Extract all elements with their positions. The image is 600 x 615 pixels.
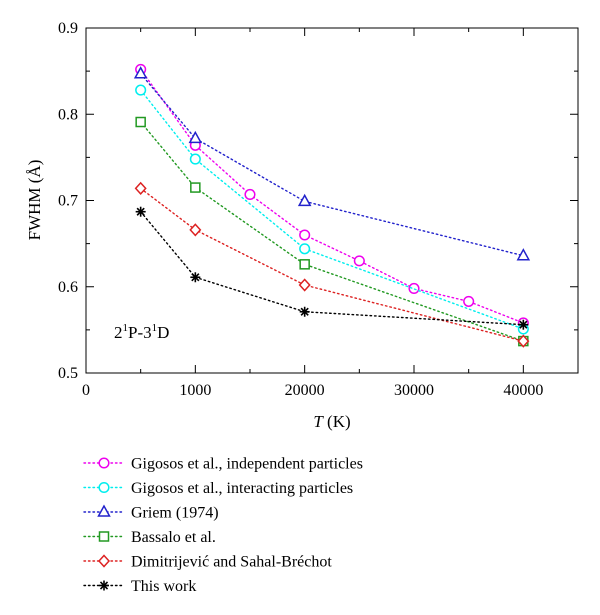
data-point [299,243,311,255]
data-point [517,334,530,348]
series-3 [133,66,531,261]
legend-label: Dimitrijević and Sahal-Bréchot [131,554,332,571]
legend-marker [97,554,111,568]
y-axis-title: FWHM (Å) [25,160,44,241]
series-line [139,211,525,326]
data-point [135,206,146,217]
y-tick-label: 0.8 [58,106,78,123]
data-point [134,181,147,196]
x-tick-label: 1000 [179,382,211,399]
legend: Gigosos et al., independent particles Gig… [83,456,363,595]
data-point [297,193,312,207]
series-line [139,89,525,330]
data-point [298,278,311,292]
x-tick-label: 30000 [394,382,434,399]
data-point [299,229,311,241]
data-point [189,153,201,165]
legend-label: Gigosos et al., independent particles [131,456,363,473]
legend-item: This work [83,578,196,595]
legend-marker [98,481,110,494]
series-line [139,68,525,324]
y-tick-label: 0.7 [58,193,78,210]
data-point [518,319,529,330]
y-tick-label: 0.6 [58,279,78,296]
series-6 [135,206,529,330]
data-point [189,223,202,237]
x-axis-title: T (K) [313,412,350,431]
legend-marker [98,457,110,469]
legend-label: Bassalo et al. [131,529,216,546]
data-point [190,272,201,283]
series-5 [134,181,530,348]
legend-label: This work [131,578,196,595]
series-1 [135,63,529,329]
data-point [463,295,475,307]
data-point [408,282,420,295]
data-point [188,130,203,144]
legend-item: Bassalo et al. [83,529,216,546]
legend-marker [99,580,109,591]
legend-label: Gigosos et al., interacting particles [131,480,353,497]
x-tick-label: 40000 [503,382,543,399]
legend-marker [97,504,111,517]
legend-item: Gigosos et al., independent particles [83,456,363,473]
plot-frame [85,27,579,374]
data-point [353,255,365,267]
data-point [190,182,201,193]
x-tick-label: 20000 [285,382,325,399]
series-line [139,73,525,257]
data-point [135,116,146,128]
data-point [299,259,310,270]
y-tick-label: 0.9 [58,20,78,37]
legend-item: Gigosos et al., interacting particles [83,480,353,497]
data-point [516,248,531,261]
transition-annotation: 21P-31D [114,322,169,342]
legend-item: Griem (1974) [83,504,219,522]
y-tick-label: 0.5 [58,365,78,382]
legend-label: Griem (1974) [131,505,219,522]
x-tick-label: 0 [82,382,90,399]
legend-item: Dimitrijević and Sahal-Bréchot [83,554,332,571]
data-point [299,306,310,317]
data-point [135,84,147,96]
data-point [244,188,256,201]
legend-marker [98,531,110,542]
series-line [139,121,525,342]
series-line [139,187,525,342]
data-point [133,66,148,79]
